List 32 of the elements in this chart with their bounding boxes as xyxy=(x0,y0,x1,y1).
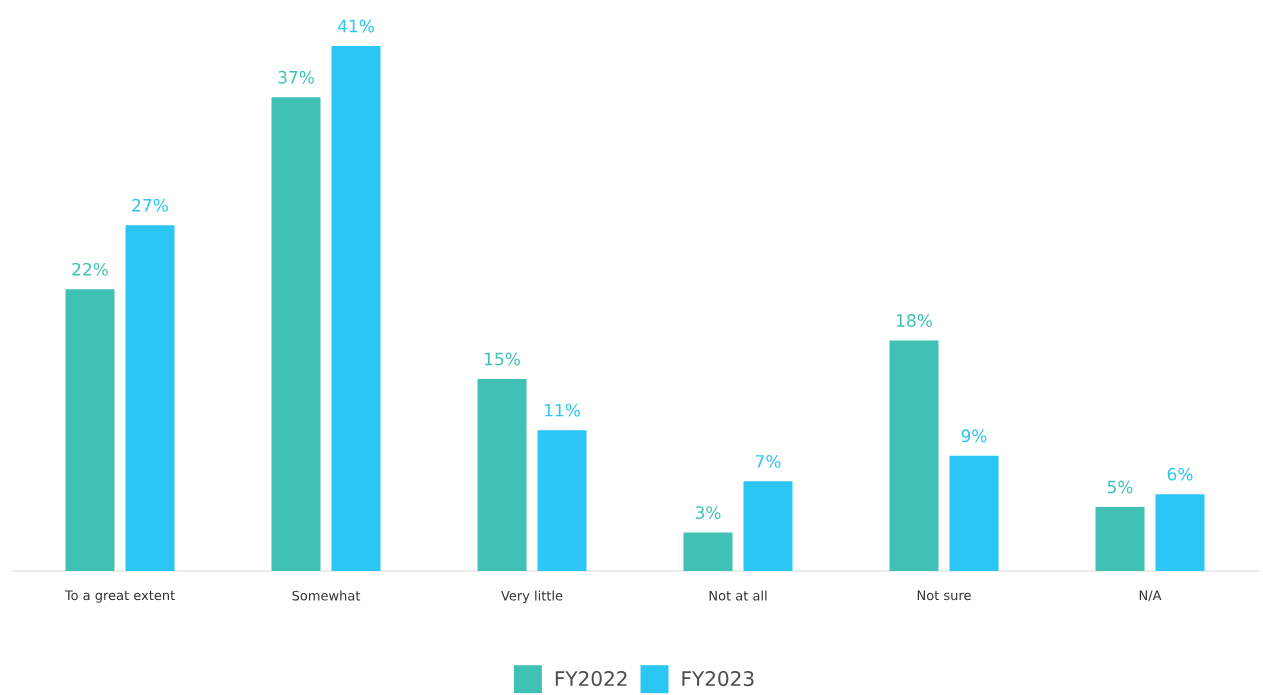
bar xyxy=(949,455,999,571)
data-label: 41% xyxy=(337,19,374,33)
bar xyxy=(65,289,115,571)
bar xyxy=(537,430,587,571)
data-label: 22% xyxy=(72,262,108,276)
x-tick-label: Not sure xyxy=(917,590,971,601)
bar xyxy=(331,45,381,571)
bar xyxy=(125,225,175,571)
bar xyxy=(477,378,527,571)
data-label: 11% xyxy=(544,403,580,417)
x-tick-label: To a great extent xyxy=(64,590,175,603)
data-label: 9% xyxy=(961,429,987,443)
x-tick-label: N/A xyxy=(1139,590,1162,602)
data-label: 27% xyxy=(132,198,168,212)
data-label: 5% xyxy=(1107,480,1133,494)
bar xyxy=(743,481,793,571)
bar xyxy=(1155,494,1205,571)
legend-label: FY2022 xyxy=(555,671,627,687)
data-label: 6% xyxy=(1167,467,1193,481)
data-label: 7% xyxy=(755,454,781,468)
data-label: 37% xyxy=(278,70,314,84)
bar xyxy=(1095,506,1145,571)
x-tick-label: Somewhat xyxy=(292,590,361,601)
data-label: 3% xyxy=(695,506,721,520)
bar xyxy=(271,97,321,571)
x-tick-label: Not at all xyxy=(709,590,767,601)
x-tick-label: Very little xyxy=(501,590,563,604)
data-label: 15% xyxy=(484,352,520,366)
bar xyxy=(683,532,733,571)
data-label: 18% xyxy=(896,314,932,327)
legend-label: FY2023 xyxy=(682,671,754,687)
bar xyxy=(889,340,939,571)
